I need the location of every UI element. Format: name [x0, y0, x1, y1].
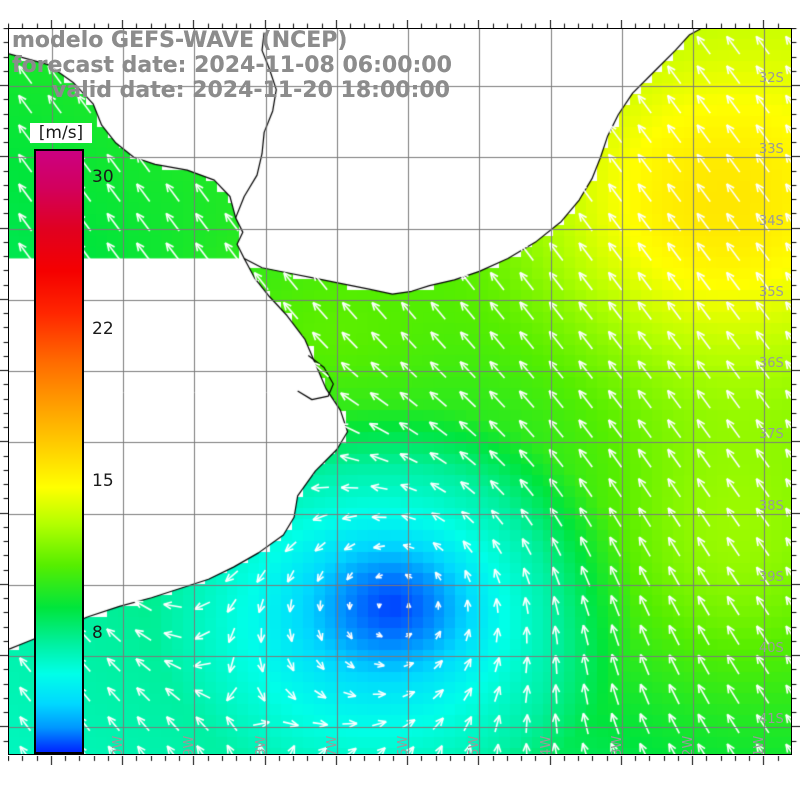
- top-axis-ticks: [8, 20, 792, 28]
- colorbar-tick-15: 15: [92, 471, 114, 491]
- bottom-axis-ticks: [8, 756, 792, 765]
- colorbar-tick-8: 8: [92, 623, 103, 643]
- colorbar-unit-label: [m/s]: [30, 123, 92, 143]
- colorbar-gradient: [34, 149, 84, 754]
- graticule-grid: [9, 29, 791, 754]
- left-axis-ticks: [0, 28, 8, 755]
- colorbar-tick-22: 22: [92, 319, 114, 339]
- right-axis-ticks: [792, 28, 800, 755]
- colorbar-tick-30: 30: [92, 167, 114, 187]
- map-layers: 61W60W59W58W57W56W55W54W53W52W51W32S33S3…: [9, 29, 791, 754]
- map-plot-area: 61W60W59W58W57W56W55W54W53W52W51W32S33S3…: [8, 28, 792, 755]
